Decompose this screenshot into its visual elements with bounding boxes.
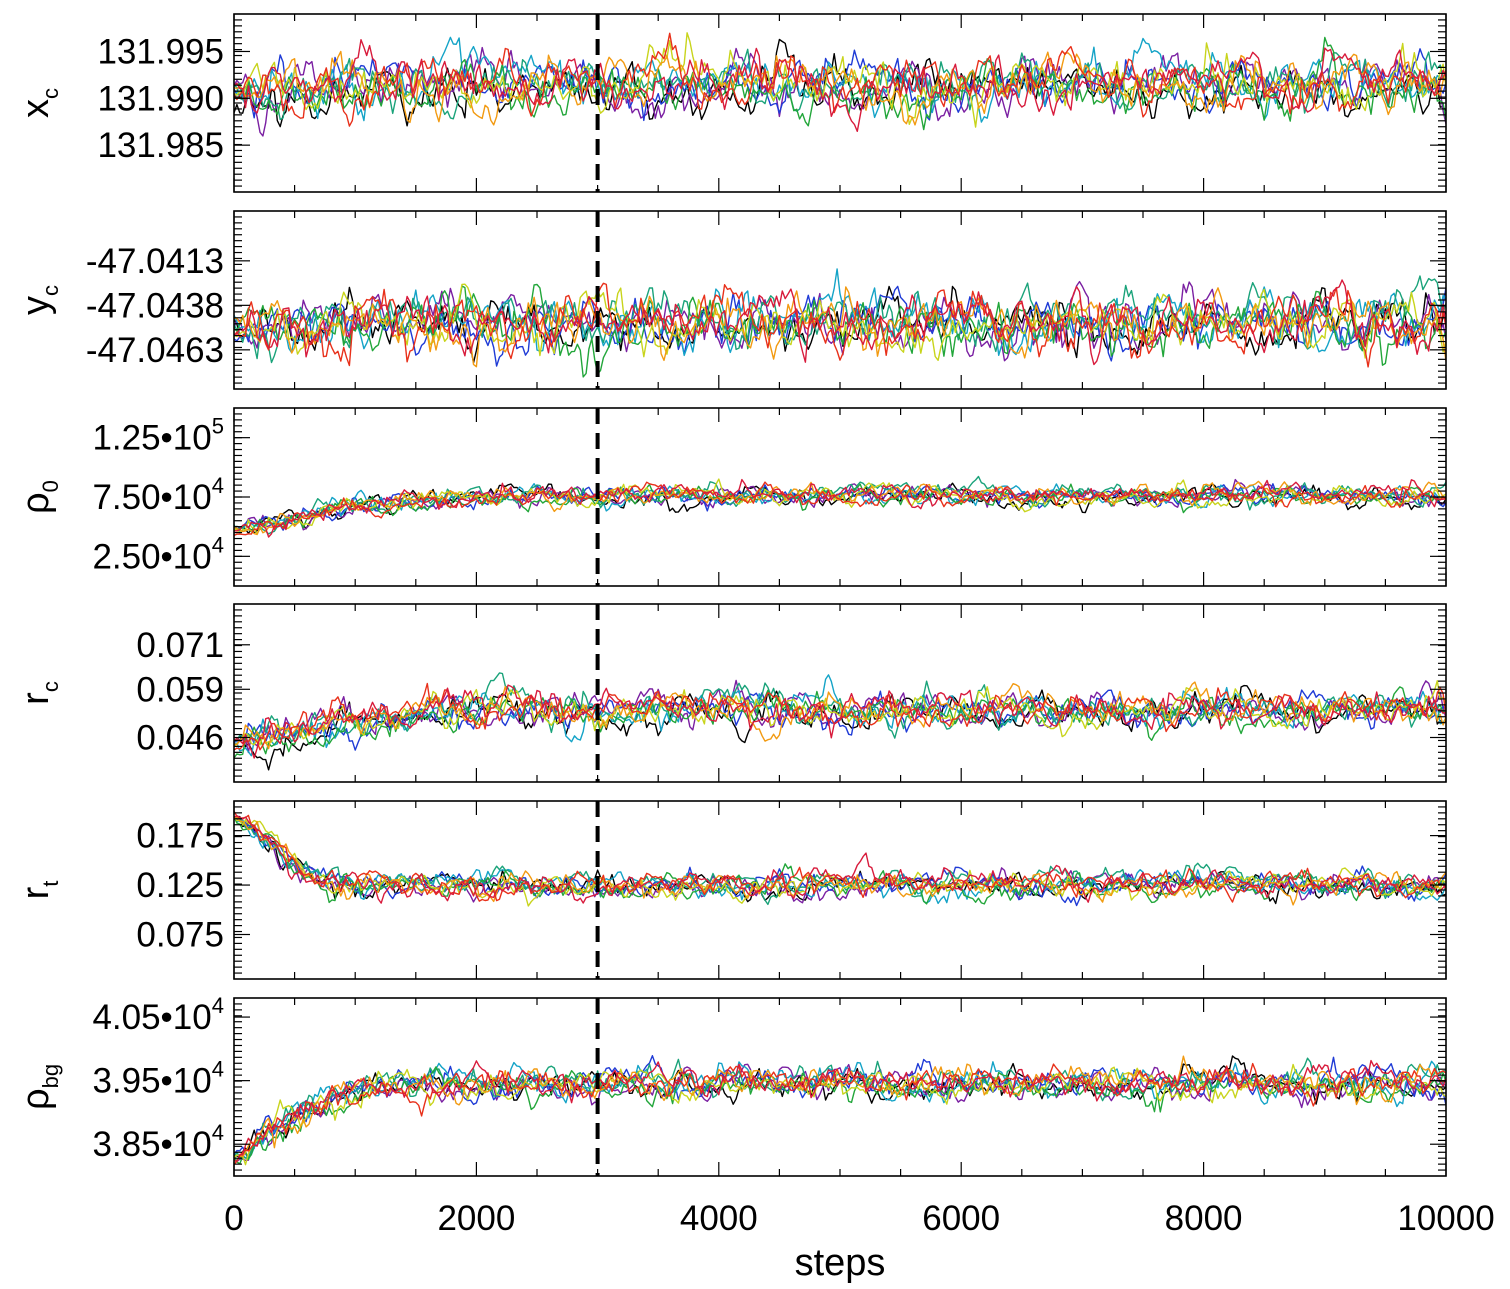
y-tick-label: 131.995 — [97, 32, 224, 71]
y-tick-label: 0.075 — [136, 916, 224, 955]
walker-trace-8 — [234, 32, 1446, 127]
y-axis-label-xc: xc — [15, 88, 63, 118]
walker-trace-8 — [234, 682, 1446, 751]
walker-trace-6 — [234, 680, 1446, 747]
x-tick-label: 6000 — [922, 1199, 1000, 1238]
panel-frame — [233, 210, 1447, 390]
walker-traces — [234, 672, 1446, 771]
walker-trace-3 — [234, 36, 1446, 123]
panel-rt: 0.175 0.125 0.075 rt — [15, 800, 1447, 980]
walker-trace-2 — [234, 1054, 1446, 1160]
walker-trace-0 — [234, 1055, 1446, 1158]
walker-trace-8 — [234, 811, 1446, 903]
x-tick-label: 10000 — [1397, 1199, 1494, 1238]
x-tick-label: 2000 — [437, 1199, 515, 1238]
y-axis-label-rc: rc — [15, 681, 63, 705]
y-tick-label: 0.046 — [136, 719, 224, 758]
y-tick-label: -47.0463 — [86, 331, 224, 370]
y-axis-label-rho0: ρ0 — [15, 480, 63, 514]
panel-yc: -47.0413 -47.0438 -47.0463 yc — [15, 210, 1447, 390]
x-axis: 0 2000 4000 6000 8000 10000 steps — [224, 1199, 1494, 1284]
x-tick-label: 0 — [224, 1199, 243, 1238]
walker-trace-6 — [234, 816, 1446, 907]
walker-trace-9 — [234, 1059, 1446, 1163]
walker-trace-9 — [234, 684, 1446, 759]
y-tick-label: 1.25•105 — [92, 414, 224, 458]
walker-trace-7 — [234, 50, 1446, 126]
walker-trace-9 — [234, 815, 1446, 904]
y-axis-label-yc: yc — [15, 285, 63, 315]
walker-traces — [234, 1054, 1446, 1166]
walker-trace-9 — [234, 478, 1446, 538]
y-tick-label: 7.50•104 — [92, 473, 224, 517]
walker-trace-4 — [234, 275, 1446, 364]
y-tick-label: 131.985 — [97, 126, 224, 165]
y-tick-label: 0.175 — [136, 817, 224, 856]
panel-rc: 0.071 0.059 0.046 rc — [15, 603, 1447, 783]
panel-rho0: 1.25•105 7.50•104 2.50•104 ρ0 — [15, 407, 1447, 587]
walker-trace-9 — [234, 39, 1446, 133]
y-tick-label: 2.50•104 — [92, 532, 224, 576]
walker-trace-6 — [234, 32, 1446, 128]
walker-traces — [234, 268, 1446, 378]
y-axis-label-rt: rt — [15, 881, 63, 900]
y-tick-label: 0.059 — [136, 670, 224, 709]
panel-xc: 131.995 131.990 131.985 xc — [15, 13, 1447, 193]
y-tick-label: -47.0438 — [86, 286, 224, 325]
walker-traces — [234, 811, 1446, 907]
y-tick-label: -47.0413 — [86, 242, 224, 281]
walker-trace-4 — [234, 672, 1446, 743]
y-tick-label: 0.071 — [136, 626, 224, 665]
walker-trace-7 — [234, 815, 1446, 906]
x-tick-label: 8000 — [1165, 1199, 1243, 1238]
y-tick-label: 131.990 — [97, 79, 224, 118]
x-axis-label: steps — [795, 1242, 886, 1284]
panel-frame — [233, 603, 1447, 783]
walker-trace-5 — [234, 483, 1446, 532]
y-tick-label: 3.85•104 — [92, 1120, 224, 1164]
y-tick-label: 0.125 — [136, 866, 224, 905]
y-tick-label: 4.05•104 — [92, 993, 224, 1037]
walker-trace-9 — [234, 279, 1446, 366]
panel-rhobg: 4.05•104 3.95•104 3.85•104 ρbg — [15, 993, 1447, 1177]
x-tick-label: 4000 — [680, 1199, 758, 1238]
walker-trace-7 — [234, 1055, 1446, 1163]
walker-trace-8 — [234, 481, 1446, 536]
walker-traces — [234, 475, 1446, 538]
walker-trace-5 — [234, 283, 1446, 378]
walker-trace-8 — [234, 282, 1446, 368]
y-tick-label: 3.95•104 — [92, 1057, 224, 1101]
y-axis-label-rhobg: ρbg — [15, 1064, 63, 1110]
walker-trace-7 — [234, 286, 1446, 368]
walker-traces — [234, 32, 1446, 137]
walker-trace-3 — [234, 674, 1446, 757]
